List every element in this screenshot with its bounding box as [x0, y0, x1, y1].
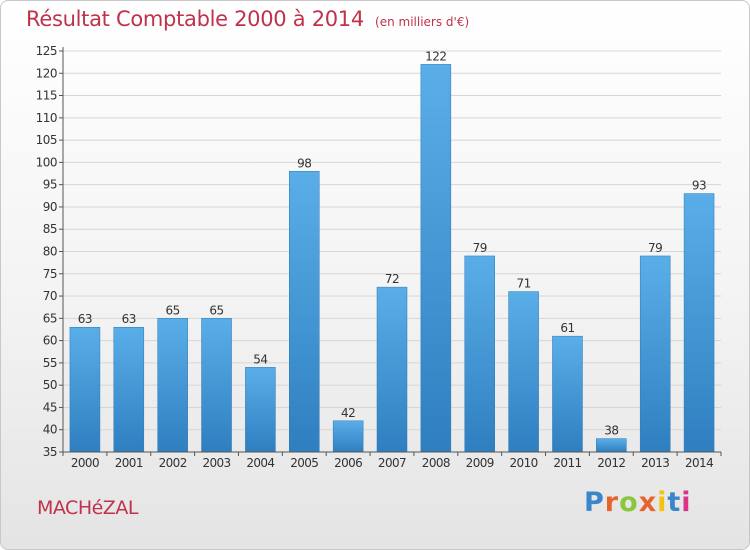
bar: [245, 367, 276, 453]
x-tick-label: 2011: [553, 456, 581, 470]
x-tick-label: 2009: [466, 456, 494, 470]
y-tick-label: 100: [36, 155, 57, 169]
bar: [464, 255, 495, 453]
bar: [420, 64, 452, 453]
x-tick-label: 2005: [290, 456, 318, 470]
y-tick-label: 50: [43, 378, 57, 392]
y-tick-label: 105: [36, 133, 57, 147]
chart-title-block: Résultat Comptable 2000 à 2014 (en milli…: [26, 7, 469, 31]
bar: [332, 420, 364, 453]
data-label: 72: [385, 272, 399, 286]
x-tick-label: 2000: [71, 456, 99, 470]
bars: 63 63 65 65 54 98 42 72 122 79 71 61 38 79 93: [69, 49, 715, 453]
x-tick-label: 2010: [510, 456, 538, 470]
y-tick-label: 40: [43, 423, 57, 437]
data-label: 38: [604, 424, 618, 438]
data-label: 63: [122, 312, 136, 326]
chart-title: Résultat Comptable 2000 à 2014: [26, 7, 364, 31]
data-label: 122: [425, 49, 446, 63]
x-tick-label: 2002: [159, 456, 187, 470]
logo-letter: i: [681, 487, 692, 518]
logo-letter: t: [667, 487, 682, 518]
y-tick-label: 110: [36, 111, 57, 125]
bar: [113, 326, 145, 453]
bar: [157, 318, 188, 453]
data-label: 54: [253, 352, 267, 366]
bar: [69, 326, 101, 453]
y-tick-label: 125: [36, 44, 57, 58]
x-tick-label: 2008: [422, 456, 450, 470]
data-label: 98: [297, 156, 311, 170]
y-tick-label: 80: [43, 245, 57, 259]
logo-letter: r: [604, 487, 620, 518]
logo-letter: x: [638, 487, 658, 518]
data-label: 93: [692, 179, 706, 193]
y-tick-label: 85: [43, 222, 57, 236]
bar: [552, 335, 583, 453]
data-label: 63: [78, 312, 92, 326]
x-tick-label: 2006: [334, 456, 362, 470]
y-tick-label: 35: [43, 445, 57, 459]
x-tick-label: 2001: [115, 456, 143, 470]
data-label: 42: [341, 406, 355, 420]
y-tick-label: 90: [43, 200, 57, 214]
data-label: 65: [209, 303, 223, 317]
logo-letter: i: [657, 487, 668, 518]
y-tick-label: 75: [43, 267, 57, 281]
bar: [289, 171, 320, 453]
y-tick-label: 60: [43, 334, 57, 348]
y-tick-label: 45: [43, 400, 57, 414]
bar: [683, 193, 715, 453]
y-tick-label: 95: [43, 178, 57, 192]
commune-name: MACHéZAL: [37, 497, 138, 519]
bar: [201, 318, 232, 453]
x-tick-label: 2003: [202, 456, 230, 470]
axes: 35 40 45 50 55 60 65 70 75 80 85 90 95 100 105 110 115 12…: [36, 44, 722, 470]
data-label: 71: [516, 277, 530, 291]
bar: [639, 255, 671, 453]
x-tick-label: 2004: [246, 456, 274, 470]
data-label: 61: [560, 321, 574, 335]
data-label: 65: [166, 303, 180, 317]
x-tick-label: 2012: [597, 456, 625, 470]
x-tick-label: 2014: [685, 456, 713, 470]
y-tick-label: 120: [36, 66, 57, 80]
y-tick-label: 55: [43, 356, 57, 370]
bar: [376, 286, 408, 453]
y-tick-label: 70: [43, 289, 57, 303]
proxiti-logo[interactable]: Proxiti: [584, 487, 692, 518]
logo-letter: o: [619, 487, 639, 518]
data-label: 79: [473, 241, 487, 255]
logo-letter: P: [584, 487, 605, 518]
bar: [596, 438, 627, 453]
data-label: 79: [648, 241, 662, 255]
y-tick-label: 115: [36, 89, 57, 103]
x-tick-label: 2013: [641, 456, 669, 470]
chart-unit: (en milliers d'€): [375, 15, 470, 29]
bar: [508, 291, 539, 453]
y-tick-label: 65: [43, 311, 57, 325]
x-tick-label: 2007: [378, 456, 406, 470]
